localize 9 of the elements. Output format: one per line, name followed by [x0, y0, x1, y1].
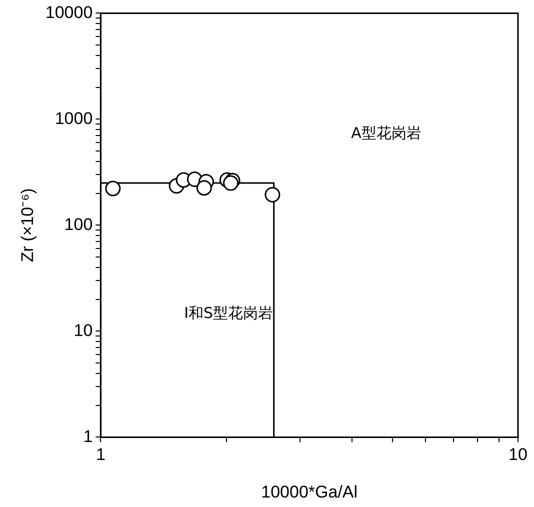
annotation: I和S型花岗岩: [184, 304, 274, 322]
x-axis-title: 10000*Ga/Al: [261, 482, 358, 502]
y-tick-label: 100: [64, 214, 93, 234]
y-tick-label: 10: [74, 320, 93, 340]
y-tick-label: 10000: [45, 2, 93, 22]
y-tick-label: 1: [83, 426, 93, 446]
y-axis-title: Zr (×10⁻⁶): [18, 188, 37, 262]
annotation: A型花岗岩: [351, 124, 422, 142]
y-tick-label: 1000: [54, 108, 93, 128]
